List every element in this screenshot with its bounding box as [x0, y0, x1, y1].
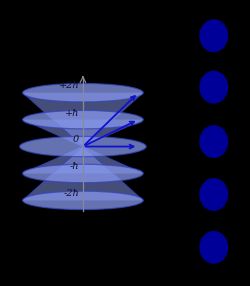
Polygon shape	[23, 93, 143, 146]
Circle shape	[200, 20, 228, 51]
Polygon shape	[23, 146, 143, 173]
Circle shape	[200, 179, 228, 210]
Polygon shape	[23, 146, 143, 200]
Ellipse shape	[23, 164, 143, 183]
Text: -ħ: -ħ	[70, 162, 80, 171]
Ellipse shape	[23, 84, 143, 102]
Circle shape	[200, 232, 228, 263]
Circle shape	[200, 72, 228, 103]
Text: 0: 0	[73, 135, 80, 144]
Circle shape	[200, 126, 228, 157]
Text: +2ħ: +2ħ	[59, 81, 80, 90]
Polygon shape	[23, 120, 143, 146]
Text: +ħ: +ħ	[65, 108, 80, 118]
Text: -2ħ: -2ħ	[64, 189, 80, 198]
Ellipse shape	[23, 110, 143, 129]
Ellipse shape	[20, 136, 146, 157]
Ellipse shape	[23, 191, 143, 210]
